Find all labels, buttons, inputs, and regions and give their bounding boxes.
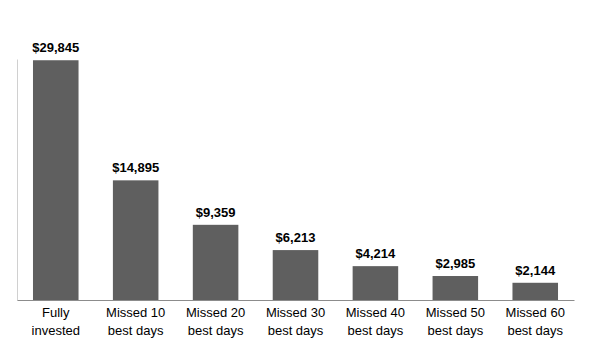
x-axis: Fullyinvested Missed 10best days Missed 20… (18, 300, 575, 338)
bar (353, 266, 399, 300)
x-tick-label: Missed 30best days (266, 305, 325, 338)
bar (33, 60, 79, 300)
bar (193, 225, 239, 300)
x-tick: Missed 10best days (106, 300, 165, 338)
data-label: $9,359 (196, 205, 236, 220)
x-axis-line (18, 300, 575, 301)
bars (33, 60, 558, 300)
data-label: $2,985 (435, 256, 475, 271)
chart: Fullyinvested Missed 10best days Missed 20… (0, 0, 592, 356)
bar (273, 250, 319, 300)
y-axis-line (17, 60, 18, 301)
bar (512, 283, 558, 300)
x-tick: Missed 30best days (266, 300, 325, 338)
x-tick: Missed 50best days (426, 300, 485, 338)
x-tick-label: Missed 10best days (106, 305, 165, 338)
x-tick: Missed 20best days (186, 300, 245, 338)
x-tick: Missed 40best days (346, 300, 405, 338)
x-tick-label: Missed 20best days (186, 305, 245, 338)
x-tick: Fullyinvested (32, 300, 80, 338)
bar (113, 180, 159, 300)
y-axis (17, 60, 18, 301)
data-label: $4,214 (356, 246, 397, 261)
x-tick-label: Missed 60best days (506, 305, 565, 338)
bar (433, 276, 479, 300)
data-labels: $29,845 $14,895 $9,359 $6,213 $4,214 $2,985 $2… (32, 40, 556, 278)
data-label: $29,845 (32, 40, 79, 55)
data-label: $14,895 (112, 160, 159, 175)
data-label: $6,213 (276, 230, 316, 245)
x-tick-label: Missed 50best days (426, 305, 485, 338)
x-tick: Missed 60best days (506, 300, 565, 338)
x-tick-label: Fullyinvested (32, 305, 80, 338)
data-label: $2,144 (515, 263, 556, 278)
x-tick-label: Missed 40best days (346, 305, 405, 338)
